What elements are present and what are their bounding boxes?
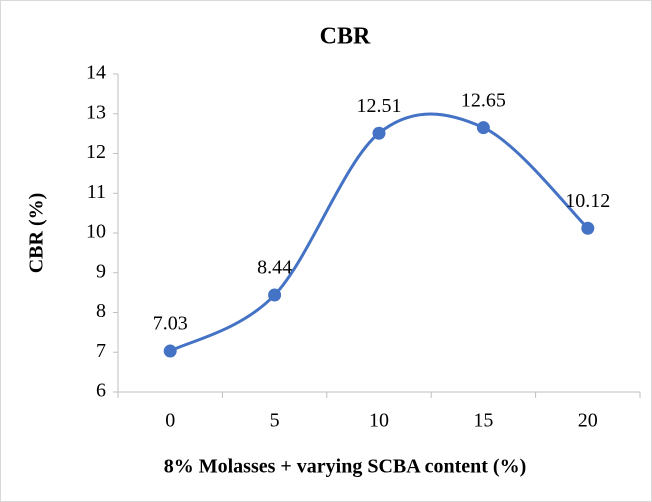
x-tick-label: 0: [165, 410, 175, 432]
data-point: [163, 344, 177, 358]
y-tick-label: 6: [96, 380, 106, 402]
y-tick-label: 11: [87, 181, 106, 203]
data-label: 7.03: [153, 313, 188, 335]
data-point: [476, 121, 490, 135]
data-label: 8.44: [257, 257, 292, 279]
y-tick-label: 13: [86, 101, 106, 123]
y-tick-label: 12: [86, 141, 106, 163]
y-tick-label: 8: [96, 300, 106, 322]
y-tick-label: 7: [96, 340, 106, 362]
data-label: 12.65: [461, 89, 506, 111]
y-tick-label: 9: [96, 260, 106, 282]
x-tick-label: 5: [270, 410, 280, 432]
y-tick-label: 14: [86, 62, 106, 84]
y-tick-label: 10: [86, 221, 106, 243]
data-label: 12.51: [357, 95, 402, 117]
x-axis-label: 8% Molasses + varying SCBA content (%): [164, 456, 527, 478]
data-label: 10.12: [565, 190, 610, 212]
data-point: [581, 221, 595, 235]
x-tick-label: 20: [578, 410, 598, 432]
chart-title: CBR: [320, 24, 371, 50]
data-point: [268, 288, 282, 302]
x-tick-label: 10: [369, 410, 389, 432]
x-tick-label: 15: [473, 410, 493, 432]
data-point: [372, 126, 386, 140]
y-axis-label: CBR (%): [26, 193, 48, 274]
